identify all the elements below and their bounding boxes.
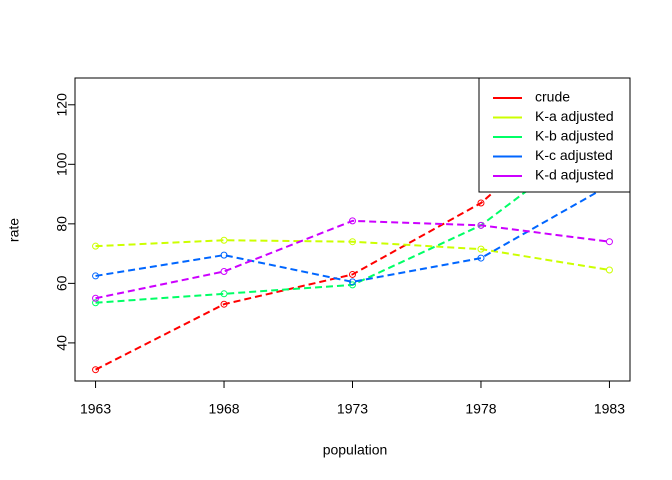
x-tick-label: 1963 (80, 401, 111, 417)
data-point (220, 290, 228, 298)
x-axis-label: population (323, 442, 388, 458)
data-point (220, 236, 228, 244)
y-tick-label: 60 (54, 275, 70, 291)
x-tick-label: 1983 (594, 401, 625, 417)
legend-label: K-a adjusted (535, 108, 614, 124)
y-tick-label: 120 (54, 93, 70, 117)
data-point (220, 300, 228, 308)
x-tick-label: 1978 (465, 401, 496, 417)
series-line (95, 89, 611, 371)
data-point (92, 272, 100, 280)
legend-label: K-c adjusted (535, 147, 613, 163)
x-tick-label: 1973 (337, 401, 368, 417)
data-point (605, 238, 613, 246)
y-tick-label: 100 (54, 152, 70, 176)
data-point (349, 238, 356, 246)
data-point (349, 281, 356, 289)
data-point (477, 245, 485, 253)
series-line (95, 184, 610, 283)
legend-label: K-d adjusted (535, 167, 614, 183)
data-point (92, 242, 100, 250)
y-axis-label: rate (6, 218, 22, 242)
series-line (95, 219, 610, 300)
data-point (220, 267, 228, 275)
legend-label: crude (535, 89, 570, 105)
data-point (92, 366, 100, 374)
data-point (477, 199, 485, 207)
series-line (95, 239, 610, 271)
data-point (605, 266, 613, 274)
data-point (349, 278, 356, 286)
y-tick-label: 40 (54, 335, 70, 351)
data-point (349, 217, 356, 225)
data-point (92, 294, 100, 302)
data-point (92, 299, 100, 307)
legend-label: K-b adjusted (535, 128, 614, 144)
y-tick-label: 80 (54, 216, 70, 232)
data-point (220, 251, 228, 259)
x-tick-label: 1968 (208, 401, 239, 417)
data-point (349, 270, 356, 278)
data-point (477, 254, 485, 262)
data-point (477, 221, 485, 229)
